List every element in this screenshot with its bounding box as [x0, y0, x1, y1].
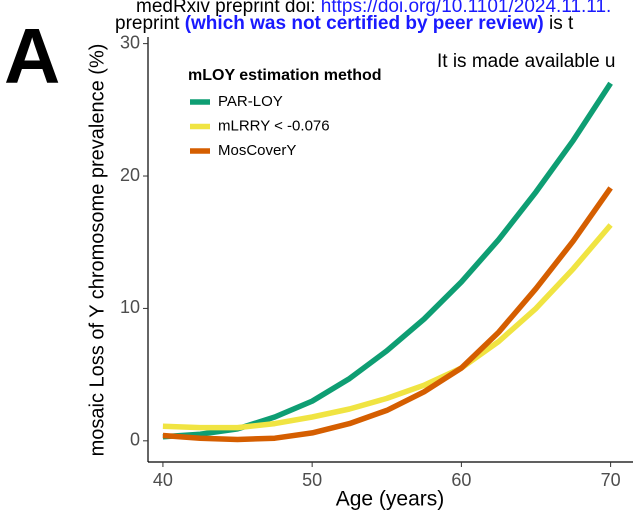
header-line: medRxiv preprint doi: https://doi.org/10… — [136, 0, 611, 17]
x-tick-label: 70 — [601, 470, 621, 490]
panel-label: A — [4, 12, 60, 100]
y-axis-title: mosaic Loss of Y chromosome prevalence (… — [86, 44, 108, 457]
legend-label: MosCoverY — [218, 142, 296, 159]
y-tick-label: 30 — [120, 32, 140, 52]
header-segment: medRxiv preprint doi: — [136, 0, 321, 17]
y-tick-label: 10 — [120, 297, 140, 317]
y-tick-label: 0 — [130, 430, 140, 450]
x-tick-label: 40 — [153, 470, 173, 490]
legend-label: PAR-LOY — [218, 93, 283, 110]
annotation: It is made available u — [437, 51, 616, 72]
legend-label: mLRRY < -0.076 — [218, 117, 330, 134]
y-tick-label: 20 — [120, 165, 140, 185]
header-segment: preprint — [115, 13, 185, 34]
x-tick-label: 50 — [302, 470, 322, 490]
legend-title: mLOY estimation method — [188, 67, 382, 84]
header-segment: is t — [544, 13, 574, 34]
header-segment: https://doi.org/10.1101/2024.11.11. — [321, 0, 612, 17]
x-axis-title: Age (years) — [336, 488, 445, 511]
x-tick-label: 60 — [451, 470, 471, 490]
series-line — [162, 81, 613, 440]
series-line — [162, 223, 613, 431]
series-line — [162, 186, 613, 443]
header-segment: (which was not certified by peer review) — [185, 13, 544, 34]
header-line: preprint (which was not certified by pee… — [115, 13, 574, 34]
